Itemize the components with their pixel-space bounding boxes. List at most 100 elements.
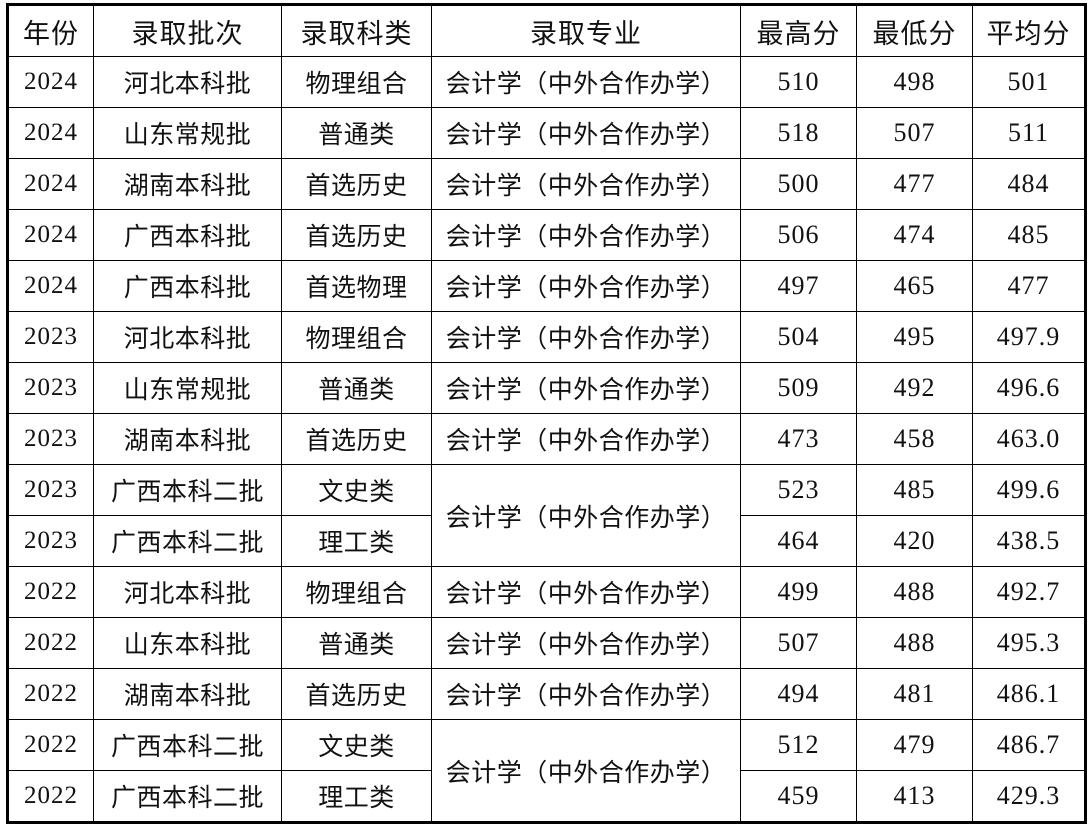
- cell-batch: 广西本科二批: [93, 719, 282, 771]
- cell-cat: 物理组合: [281, 56, 432, 108]
- column-header-year: 年份: [7, 4, 94, 57]
- cell-max: 464: [740, 515, 857, 567]
- cell-batch: 河北本科批: [93, 311, 282, 363]
- table-row: 2024 广西本科批 首选物理 会计学（中外合作办学） 497 465 477: [7, 260, 1086, 312]
- cell-year: 2023: [7, 311, 94, 363]
- cell-max: 512: [740, 719, 857, 771]
- cell-major: 会计学（中外合作办学）: [431, 260, 741, 312]
- cell-year: 2023: [7, 515, 94, 567]
- cell-cat: 文史类: [281, 719, 432, 771]
- cell-min: 495: [856, 311, 973, 363]
- column-header-min-score: 最低分: [856, 4, 973, 57]
- cell-avg: 484: [972, 158, 1086, 210]
- cell-batch: 广西本科二批: [93, 515, 282, 567]
- cell-major: 会计学（中外合作办学）: [431, 464, 741, 567]
- cell-min: 488: [856, 566, 973, 618]
- cell-major: 会计学（中外合作办学）: [431, 566, 741, 618]
- cell-avg: 492.7: [972, 566, 1086, 618]
- header-row: 年份 录取批次 录取科类 录取专业 最高分 最低分 平均分: [7, 4, 1086, 57]
- table-row: 2022 山东本科批 普通类 会计学（中外合作办学） 507 488 495.3: [7, 617, 1086, 669]
- cell-cat: 理工类: [281, 770, 432, 823]
- table-row: 2024 湖南本科批 首选历史 会计学（中外合作办学） 500 477 484: [7, 158, 1086, 210]
- cell-max: 523: [740, 464, 857, 516]
- table-body: 2024 河北本科批 物理组合 会计学（中外合作办学） 510 498 501 2024 山东常…: [7, 56, 1086, 823]
- cell-min: 507: [856, 107, 973, 159]
- cell-avg: 485: [972, 209, 1086, 261]
- table-row: 2023 广西本科二批 文史类 会计学（中外合作办学） 523 485 499.6: [7, 464, 1086, 567]
- cell-major: 会计学（中外合作办学）: [431, 668, 741, 720]
- cell-avg: 496.6: [972, 362, 1086, 414]
- cell-max: 507: [740, 617, 857, 669]
- cell-min: 413: [856, 770, 973, 823]
- cell-year: 2023: [7, 464, 94, 516]
- cell-avg: 438.5: [972, 515, 1086, 567]
- table-row: 2024 河北本科批 物理组合 会计学（中外合作办学） 510 498 501: [7, 56, 1086, 108]
- cell-cat: 理工类: [281, 515, 432, 567]
- column-header-batch: 录取批次: [93, 4, 282, 57]
- cell-max: 510: [740, 56, 857, 108]
- cell-min: 477: [856, 158, 973, 210]
- cell-min: 492: [856, 362, 973, 414]
- cell-major: 会计学（中外合作办学）: [431, 617, 741, 669]
- cell-major: 会计学（中外合作办学）: [431, 209, 741, 261]
- cell-max: 504: [740, 311, 857, 363]
- cell-min: 465: [856, 260, 973, 312]
- cell-max: 518: [740, 107, 857, 159]
- cell-year: 2022: [7, 668, 94, 720]
- cell-batch: 河北本科批: [93, 566, 282, 618]
- cell-max: 497: [740, 260, 857, 312]
- cell-cat: 物理组合: [281, 311, 432, 363]
- cell-batch: 广西本科批: [93, 209, 282, 261]
- cell-cat: 首选历史: [281, 668, 432, 720]
- cell-major: 会计学（中外合作办学）: [431, 56, 741, 108]
- cell-cat: 普通类: [281, 362, 432, 414]
- admission-score-table: 年份 录取批次 录取科类 录取专业 最高分 最低分 平均分 2024 河北本科批物…: [6, 3, 1087, 824]
- cell-major: 会计学（中外合作办学）: [431, 107, 741, 159]
- cell-year: 2023: [7, 362, 94, 414]
- cell-cat: 普通类: [281, 617, 432, 669]
- cell-major: 会计学（中外合作办学）: [431, 413, 741, 465]
- table-header: 年份 录取批次 录取科类 录取专业 最高分 最低分 平均分: [7, 4, 1086, 57]
- cell-min: 479: [856, 719, 973, 771]
- cell-batch: 广西本科批: [93, 260, 282, 312]
- cell-batch: 湖南本科批: [93, 413, 282, 465]
- cell-min: 474: [856, 209, 973, 261]
- cell-year: 2024: [7, 56, 94, 108]
- cell-cat: 首选物理: [281, 260, 432, 312]
- table-row: 2024 广西本科批 首选历史 会计学（中外合作办学） 506 474 485: [7, 209, 1086, 261]
- cell-cat: 物理组合: [281, 566, 432, 618]
- cell-avg: 477: [972, 260, 1086, 312]
- cell-min: 485: [856, 464, 973, 516]
- cell-year: 2024: [7, 107, 94, 159]
- cell-major: 会计学（中外合作办学）: [431, 719, 741, 823]
- cell-min: 458: [856, 413, 973, 465]
- cell-year: 2022: [7, 770, 94, 823]
- cell-avg: 486.7: [972, 719, 1086, 771]
- cell-min: 481: [856, 668, 973, 720]
- admission-table-container: 年份 录取批次 录取科类 录取专业 最高分 最低分 平均分 2024 河北本科批物…: [6, 3, 1087, 824]
- cell-batch: 广西本科二批: [93, 464, 282, 516]
- cell-min: 498: [856, 56, 973, 108]
- cell-batch: 湖南本科批: [93, 158, 282, 210]
- cell-batch: 山东常规批: [93, 107, 282, 159]
- cell-year: 2022: [7, 719, 94, 771]
- cell-avg: 501: [972, 56, 1086, 108]
- cell-year: 2022: [7, 617, 94, 669]
- cell-batch: 河北本科批: [93, 56, 282, 108]
- cell-avg: 486.1: [972, 668, 1086, 720]
- cell-avg: 429.3: [972, 770, 1086, 823]
- cell-year: 2024: [7, 209, 94, 261]
- cell-max: 494: [740, 668, 857, 720]
- cell-cat: 普通类: [281, 107, 432, 159]
- cell-max: 499: [740, 566, 857, 618]
- cell-batch: 山东本科批: [93, 617, 282, 669]
- cell-major: 会计学（中外合作办学）: [431, 362, 741, 414]
- cell-year: 2022: [7, 566, 94, 618]
- column-header-major: 录取专业: [431, 4, 741, 57]
- table-row: 2022 广西本科二批 文史类 会计学（中外合作办学） 512 479 486.7: [7, 719, 1086, 823]
- cell-avg: 511: [972, 107, 1086, 159]
- table-row: 2024 山东常规批 普通类 会计学（中外合作办学） 518 507 511: [7, 107, 1086, 159]
- cell-max: 509: [740, 362, 857, 414]
- cell-max: 506: [740, 209, 857, 261]
- cell-year: 2024: [7, 260, 94, 312]
